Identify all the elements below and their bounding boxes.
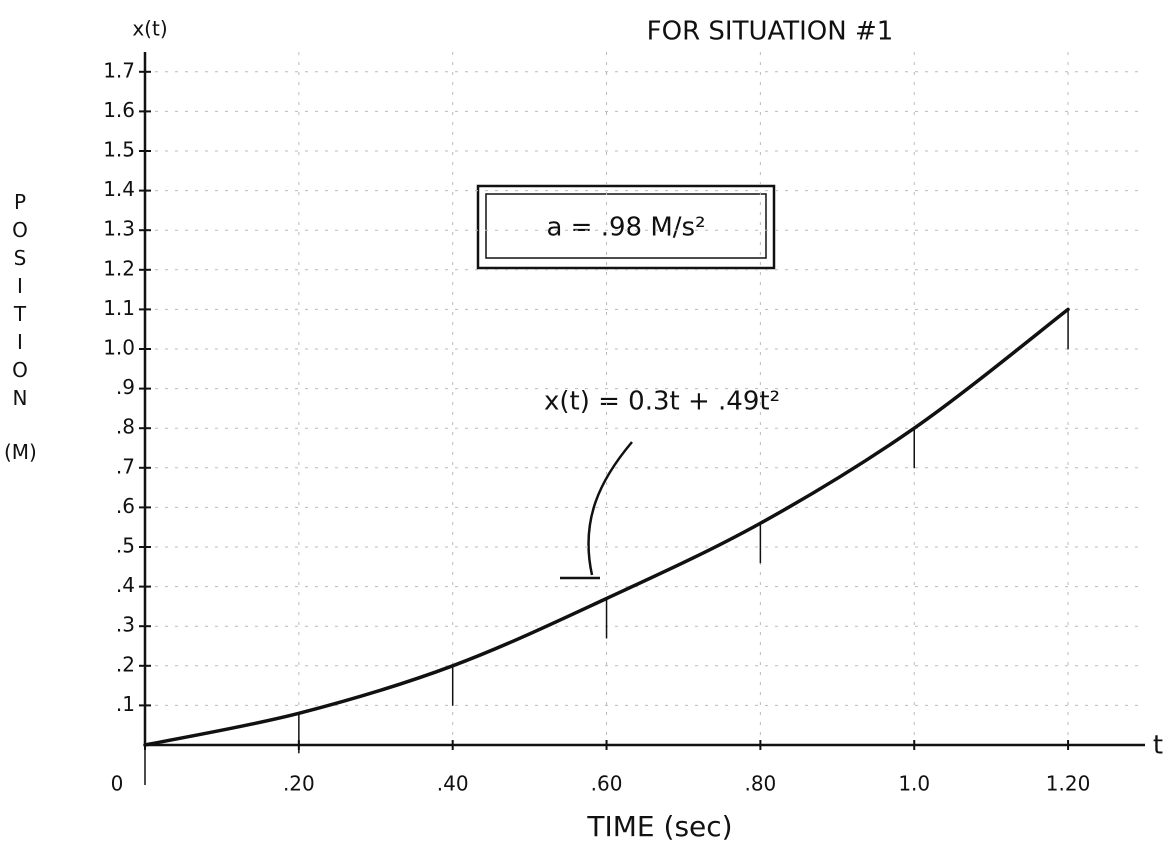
y-axis-unit: (M) — [4, 440, 37, 464]
grid — [144, 52, 1145, 745]
x-tick-label: 1.0 — [898, 772, 930, 796]
y-tick-label: .2 — [116, 652, 135, 676]
y-tick-label: 1.7 — [103, 58, 135, 82]
y-tick-label: .1 — [116, 692, 135, 716]
y-tick-label: 1.2 — [103, 256, 135, 280]
y-tick-label: 1.0 — [103, 336, 135, 360]
y-tick-label: 1.6 — [103, 98, 135, 122]
chart-title: FOR SITUATION #1 — [647, 17, 894, 47]
y-tick-label: .5 — [116, 534, 135, 558]
y-tick-label: .3 — [116, 613, 135, 637]
y-axis-title: x(t) — [132, 17, 167, 41]
x-tick-label: 0 — [111, 772, 124, 796]
y-tick-label: .7 — [116, 454, 135, 478]
x-tick-label: .40 — [437, 772, 469, 796]
x-tick-label: .60 — [591, 772, 623, 796]
x-tick-label: 1.20 — [1046, 772, 1091, 796]
acceleration-note: a = .98 M/s² — [546, 213, 705, 243]
x-axis-variable: t — [1153, 731, 1163, 761]
y-tick-label: 1.1 — [103, 296, 135, 320]
annotation-box — [476, 184, 776, 270]
x-tick-label: .80 — [744, 772, 776, 796]
equation-note: x(t) = 0.3t + .49t² — [544, 387, 780, 417]
y-tick-label: .8 — [116, 415, 135, 439]
y-tick-label: 1.5 — [103, 138, 135, 162]
data-line — [143, 307, 1070, 747]
x-tick-label: .20 — [283, 772, 315, 796]
y-axis-label: POSITION — [8, 190, 32, 414]
x-axis-title: TIME (sec) — [586, 810, 732, 843]
annotation-box-inner — [485, 193, 767, 259]
y-tick-label: .6 — [116, 494, 135, 518]
annotation-arrow — [560, 441, 633, 580]
y-tick-label: 1.3 — [103, 217, 135, 241]
y-tick-label: 1.4 — [103, 177, 135, 201]
y-tick-label: .9 — [116, 375, 135, 399]
y-tick-label: .4 — [116, 573, 135, 597]
